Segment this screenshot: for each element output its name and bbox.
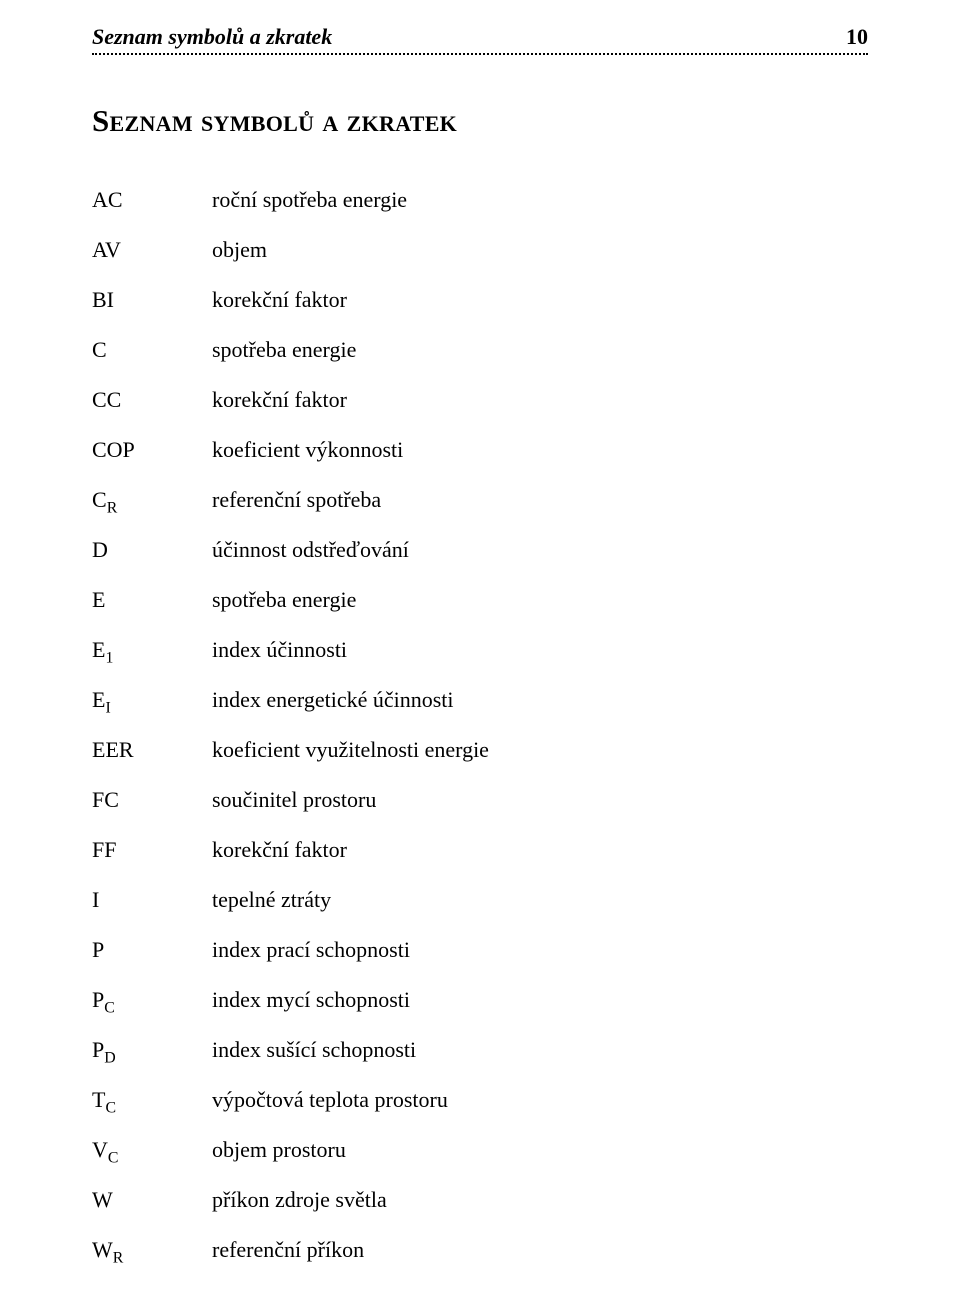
- symbol-cell: FC: [92, 787, 212, 813]
- symbol-subscript: C: [105, 1099, 116, 1116]
- symbol-cell: D: [92, 537, 212, 563]
- symbol-description: korekční faktor: [212, 387, 868, 413]
- symbol-base: D: [92, 537, 108, 562]
- symbol-description: účinnost odstřeďování: [212, 537, 868, 563]
- symbol-subscript: R: [113, 1249, 124, 1266]
- symbol-subscript: D: [104, 1049, 115, 1066]
- symbol-base: P: [92, 1037, 104, 1062]
- symbol-base: E: [92, 637, 105, 662]
- symbol-cell: AV: [92, 237, 212, 263]
- symbol-subscript: I: [105, 699, 110, 716]
- symbol-base: C: [92, 337, 107, 362]
- symbol-description: koeficient využitelnosti energie: [212, 737, 868, 763]
- symbol-subscript: 1: [105, 649, 113, 666]
- symbol-description: index prací schopnosti: [212, 937, 868, 963]
- header-page-number: 10: [846, 24, 868, 50]
- symbol-cell: EER: [92, 737, 212, 763]
- symbol-description: korekční faktor: [212, 837, 868, 863]
- symbol-description: roční spotřeba energie: [212, 187, 868, 213]
- symbol-cell: E1: [92, 637, 212, 663]
- symbol-base: P: [92, 937, 104, 962]
- symbol-description: referenční příkon: [212, 1237, 868, 1263]
- symbol-base: EER: [92, 737, 134, 762]
- symbol-cell: PC: [92, 987, 212, 1013]
- symbol-cell: W: [92, 1187, 212, 1213]
- symbol-base: W: [92, 1187, 113, 1212]
- symbol-cell: P: [92, 937, 212, 963]
- symbol-description: tepelné ztráty: [212, 887, 868, 913]
- header-title: Seznam symbolů a zkratek: [92, 24, 332, 50]
- symbol-base: AV: [92, 237, 121, 262]
- running-header: Seznam symbolů a zkratek 10: [92, 24, 868, 50]
- symbol-base: C: [92, 487, 107, 512]
- symbol-cell: CC: [92, 387, 212, 413]
- symbol-cell: CR: [92, 487, 212, 513]
- symbol-description: příkon zdroje světla: [212, 1187, 868, 1213]
- symbol-description: index účinnosti: [212, 637, 868, 663]
- symbol-base: P: [92, 987, 104, 1012]
- symbol-description: spotřeba energie: [212, 587, 868, 613]
- symbol-description: index mycí schopnosti: [212, 987, 868, 1013]
- symbol-base: E: [92, 587, 105, 612]
- header-rule: [92, 53, 868, 55]
- symbol-subscript: C: [104, 999, 115, 1016]
- symbol-cell: I: [92, 887, 212, 913]
- symbol-cell: WR: [92, 1237, 212, 1263]
- symbol-description: objem prostoru: [212, 1137, 868, 1163]
- symbol-cell: AC: [92, 187, 212, 213]
- symbol-base: CC: [92, 387, 121, 412]
- symbol-base: FC: [92, 787, 119, 812]
- page-title: Seznam symbolů a zkratek: [92, 103, 868, 139]
- symbol-cell: PD: [92, 1037, 212, 1063]
- symbol-base: I: [92, 887, 99, 912]
- symbol-description: koeficient výkonnosti: [212, 437, 868, 463]
- symbol-description: index energetické účinnosti: [212, 687, 868, 713]
- symbol-subscript: R: [107, 499, 118, 516]
- symbol-description: korekční faktor: [212, 287, 868, 313]
- symbol-base: T: [92, 1087, 105, 1112]
- symbol-cell: COP: [92, 437, 212, 463]
- symbol-cell: BI: [92, 287, 212, 313]
- page: Seznam symbolů a zkratek 10 Seznam symbo…: [0, 0, 960, 1303]
- symbol-description: referenční spotřeba: [212, 487, 868, 513]
- symbol-table: AC roční spotřeba energie AV objem BI korekč…: [92, 187, 868, 1263]
- symbol-cell: FF: [92, 837, 212, 863]
- symbol-base: W: [92, 1237, 113, 1262]
- symbol-cell: EI: [92, 687, 212, 713]
- symbol-base: FF: [92, 837, 116, 862]
- symbol-base: AC: [92, 187, 123, 212]
- symbol-cell: C: [92, 337, 212, 363]
- symbol-base: E: [92, 687, 105, 712]
- symbol-cell: E: [92, 587, 212, 613]
- symbol-base: COP: [92, 437, 135, 462]
- symbol-base: V: [92, 1137, 108, 1162]
- symbol-description: součinitel prostoru: [212, 787, 868, 813]
- symbol-description: spotřeba energie: [212, 337, 868, 363]
- symbol-description: výpočtová teplota prostoru: [212, 1087, 868, 1113]
- symbol-cell: VC: [92, 1137, 212, 1163]
- symbol-base: BI: [92, 287, 114, 312]
- symbol-cell: TC: [92, 1087, 212, 1113]
- symbol-description: index sušící schopnosti: [212, 1037, 868, 1063]
- symbol-description: objem: [212, 237, 868, 263]
- symbol-subscript: C: [108, 1149, 119, 1166]
